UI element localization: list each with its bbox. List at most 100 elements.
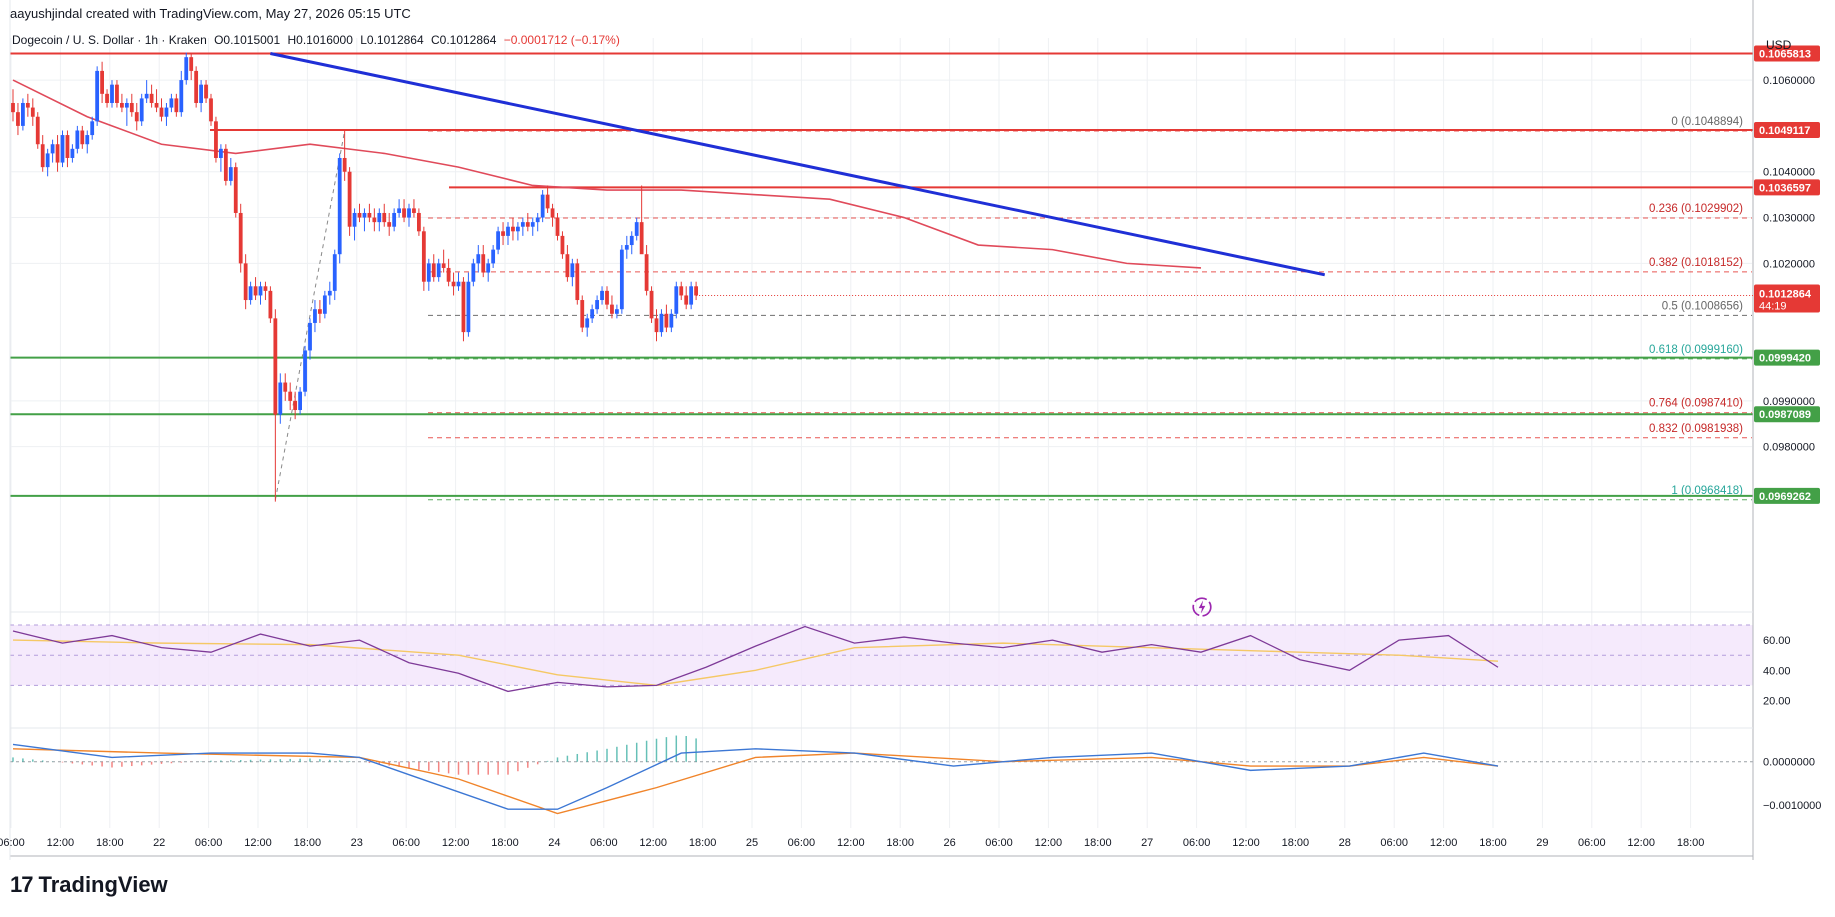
candle-body <box>496 231 500 250</box>
candle-body <box>397 208 401 213</box>
candle-body <box>491 249 496 264</box>
currency-label[interactable]: USD <box>1766 38 1792 52</box>
candle-body <box>392 212 397 227</box>
candle-body <box>550 208 555 218</box>
candle-body <box>21 102 25 126</box>
candle-body <box>90 121 95 136</box>
candle-body <box>129 102 134 113</box>
x-axis-tick-label: 18:00 <box>1084 837 1112 849</box>
candle-body <box>318 309 322 314</box>
candle-body <box>471 263 476 282</box>
candle-body <box>253 286 258 296</box>
candle-body <box>35 116 40 145</box>
fib-level-label: 0 (0.1048894) <box>1671 116 1743 128</box>
candle-body <box>535 217 540 223</box>
rsi-axis-tick-label: 20.00 <box>1763 695 1791 707</box>
ohlc-high: H0.1016000 <box>287 33 353 47</box>
candle-body <box>417 212 421 232</box>
candle-body <box>263 286 268 291</box>
candle-body <box>55 144 60 163</box>
x-axis-tick-label: 18:00 <box>96 837 124 849</box>
candle-body <box>298 391 302 411</box>
price-level-tag-text: 0.0987089 <box>1759 409 1811 421</box>
price-level-tag-text: 0.1049117 <box>1759 125 1810 137</box>
x-axis-tick-label: 18:00 <box>491 837 519 849</box>
candle-body <box>169 98 174 108</box>
candle-body <box>347 171 352 227</box>
candle-body <box>689 286 694 305</box>
macd-signal-line <box>12 748 1499 815</box>
candle-body <box>580 300 585 328</box>
candle-body <box>441 263 446 268</box>
candle-body <box>199 84 203 103</box>
candle-body <box>288 391 293 401</box>
candle-body <box>644 254 649 291</box>
candle-body <box>11 102 15 113</box>
tradingview-logo-text: TradingView <box>38 872 168 897</box>
candle-body <box>189 57 194 71</box>
y-axis-tick-label: 0.1060000 <box>1763 75 1815 87</box>
candle-body <box>615 309 619 314</box>
candle-body <box>16 112 20 126</box>
candle-body <box>179 80 184 113</box>
candle-body <box>560 235 565 255</box>
x-axis-tick-label: 28 <box>1339 837 1351 849</box>
x-axis-tick-label: 06:00 <box>195 837 223 849</box>
candle-body <box>456 281 461 287</box>
candle-body <box>139 98 144 122</box>
x-axis-tick-label: 24 <box>548 837 560 849</box>
alert-bolt-icon[interactable] <box>1192 597 1212 617</box>
candle-body <box>684 295 689 305</box>
rsi-ma-line <box>12 639 1499 687</box>
chart-caption: aayushjindal created with TradingView.co… <box>10 6 411 21</box>
candle-body <box>159 107 164 117</box>
x-axis-tick-label: 06:00 <box>788 837 816 849</box>
candle-body <box>619 249 624 310</box>
candle-body <box>669 313 674 328</box>
candle-body <box>466 281 471 333</box>
candle-body <box>337 157 342 255</box>
fib-level-label: 0.832 (0.0981938) <box>1649 423 1743 435</box>
candle-body <box>461 281 466 333</box>
candle-body <box>516 226 520 232</box>
candle-body <box>501 231 505 236</box>
candle-body <box>436 263 441 278</box>
x-axis-tick-label: 22 <box>153 837 165 849</box>
candle-body <box>342 157 347 172</box>
x-axis-tick-label: 18:00 <box>1479 837 1507 849</box>
candle-body <box>372 217 377 223</box>
x-axis-tick-label: 12:00 <box>47 837 75 849</box>
tradingview-logo[interactable]: 17 TradingView <box>10 872 168 898</box>
macd-axis-tick-label: 0.0000000 <box>1763 757 1815 769</box>
candle-body <box>565 254 570 278</box>
candle-body <box>164 107 169 117</box>
candle-body <box>238 212 243 264</box>
candle-body <box>362 212 367 218</box>
candle-body <box>694 286 698 296</box>
candle-body <box>506 226 510 236</box>
fib-level-label: 1 (0.0968418) <box>1671 485 1743 497</box>
y-axis-tick-label: 0.0990000 <box>1763 396 1815 408</box>
current-price-tag <box>1754 284 1820 313</box>
y-axis-tick-label: 0.0980000 <box>1763 442 1815 454</box>
candle-body <box>486 263 491 273</box>
candle-body <box>585 318 590 328</box>
candle-body <box>659 313 664 333</box>
symbol-name[interactable]: Dogecoin / U. S. Dollar · 1h · Kraken <box>12 33 207 47</box>
fib-level-label: 0.236 (0.1029902) <box>1649 203 1743 215</box>
candle-body <box>219 148 223 158</box>
candle-body <box>204 84 208 99</box>
candle-body <box>327 290 332 296</box>
ohlc-close: C0.1012864 <box>430 33 497 47</box>
candle-body <box>629 235 634 246</box>
candle-body <box>50 144 55 154</box>
x-axis-tick-label: 12:00 <box>639 837 667 849</box>
candle-body <box>95 70 100 122</box>
price-level-tag <box>1754 121 1820 138</box>
candle-body <box>624 245 629 250</box>
candle-body <box>40 144 45 168</box>
price-level-tag-text: 0.1036597 <box>1759 182 1811 194</box>
candle-body <box>233 167 238 213</box>
y-axis-tick-label: 0.1030000 <box>1763 213 1815 225</box>
